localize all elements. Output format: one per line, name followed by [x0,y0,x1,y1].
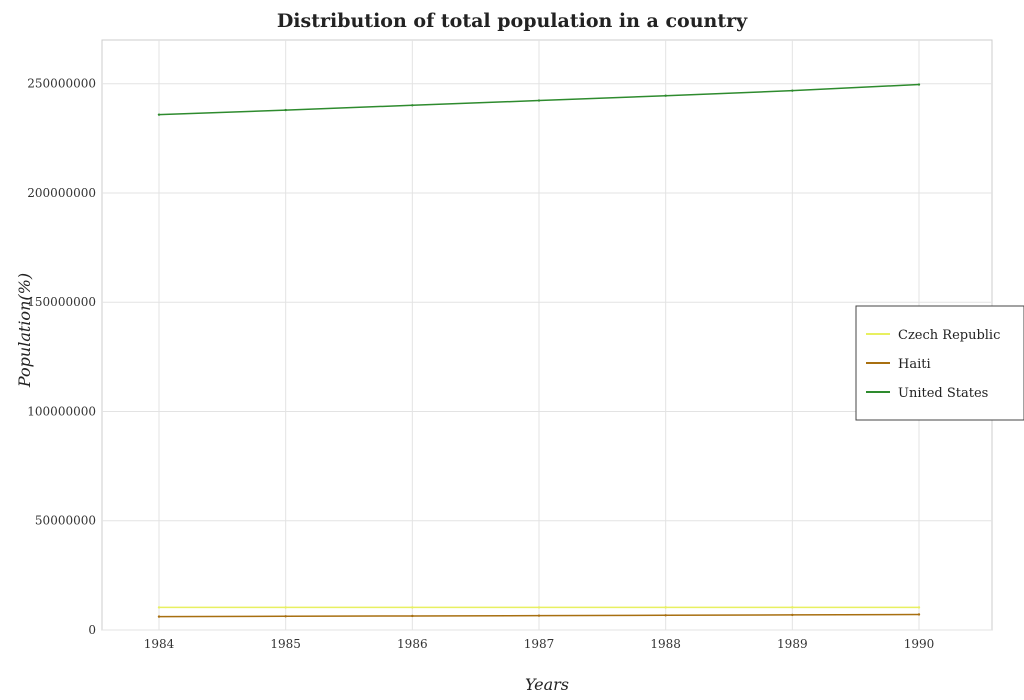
x-axis-title: Years [525,675,569,694]
y-tick-label: 200000000 [27,186,96,200]
data-point-czech-republic [158,606,160,608]
data-point-united-states [918,83,920,85]
x-tick-label: 1988 [650,637,681,651]
y-tick-label: 0 [88,623,96,637]
chart-title: Distribution of total population in a co… [277,10,748,32]
data-point-united-states [791,89,793,91]
data-point-haiti [538,614,540,616]
data-point-haiti [411,615,413,617]
data-point-haiti [284,615,286,617]
legend-label-haiti: Haiti [898,357,931,372]
axes: 0 50000000 100000000 150000000 200000000 2500… [27,77,934,651]
data-point-haiti [791,614,793,616]
data-point-czech-republic [284,606,286,608]
data-point-united-states [158,113,160,115]
y-tick-label: 150000000 [27,295,96,309]
x-tick-label: 1984 [144,637,175,651]
y-tick-label: 50000000 [35,514,96,528]
data-point-czech-republic [664,606,666,608]
data-point-united-states [284,109,286,111]
data-point-haiti [158,615,160,617]
legend-label-united-states: United States [898,386,988,401]
data-point-czech-republic [791,606,793,608]
legend-label-czech-republic: Czech Republic [898,328,1000,343]
y-tick-label: 100000000 [27,404,96,418]
data-point-united-states [538,99,540,101]
data-point-czech-republic [918,606,920,608]
y-tick-label: 250000000 [27,77,96,91]
data-point-haiti [664,614,666,616]
data-point-united-states [411,104,413,106]
data-point-czech-republic [411,606,413,608]
data-point-czech-republic [538,606,540,608]
x-tick-label: 1990 [904,637,935,651]
x-tick-label: 1987 [524,637,555,651]
x-tick-label: 1985 [270,637,301,651]
data-point-haiti [918,613,920,615]
x-tick-label: 1986 [397,637,428,651]
legend: Czech Republic Haiti United States [856,306,1024,420]
x-tick-label: 1989 [777,637,808,651]
data-point-united-states [664,95,666,97]
y-axis-title: Population(%) [15,273,34,388]
